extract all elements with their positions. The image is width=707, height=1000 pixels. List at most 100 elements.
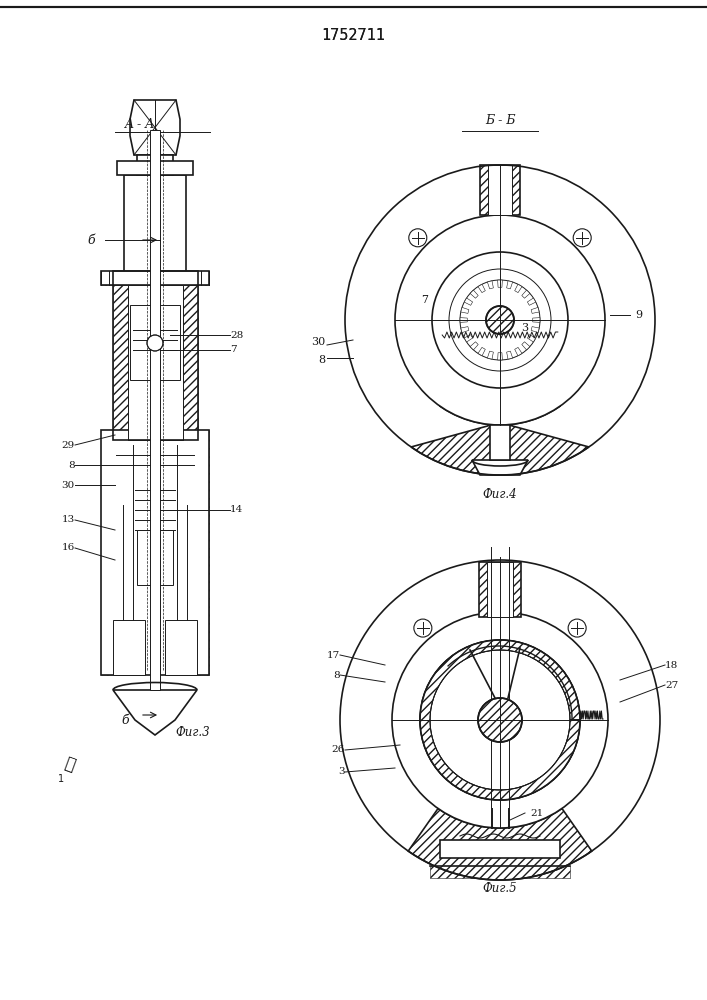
Bar xyxy=(113,620,145,675)
Polygon shape xyxy=(461,307,469,313)
Circle shape xyxy=(460,280,540,360)
Bar xyxy=(150,130,160,690)
Bar xyxy=(430,866,570,878)
Bar xyxy=(191,620,197,675)
Text: Фиг.5: Фиг.5 xyxy=(483,882,518,894)
Bar xyxy=(479,562,521,617)
Bar xyxy=(490,425,510,460)
Text: 17: 17 xyxy=(327,650,340,660)
Circle shape xyxy=(395,215,605,425)
Polygon shape xyxy=(515,284,522,293)
Text: Фиг.4: Фиг.4 xyxy=(483,488,518,502)
Bar xyxy=(487,562,513,617)
Polygon shape xyxy=(470,290,478,298)
Polygon shape xyxy=(522,342,530,350)
Bar xyxy=(101,271,119,285)
Text: 29: 29 xyxy=(62,440,75,450)
Text: 9: 9 xyxy=(635,310,642,320)
Bar xyxy=(130,305,142,340)
Text: 28: 28 xyxy=(230,330,243,340)
Bar xyxy=(112,285,127,440)
Polygon shape xyxy=(533,318,540,322)
Bar xyxy=(440,840,560,858)
Bar xyxy=(123,530,133,610)
Circle shape xyxy=(573,229,591,247)
Text: Б - Б: Б - Б xyxy=(485,113,515,126)
Circle shape xyxy=(147,335,163,351)
Bar xyxy=(480,165,520,215)
Text: A - A: A - A xyxy=(125,118,155,131)
Text: 8: 8 xyxy=(69,460,75,470)
Polygon shape xyxy=(507,281,513,289)
Polygon shape xyxy=(478,347,485,356)
Polygon shape xyxy=(527,335,536,342)
Bar xyxy=(137,530,173,585)
Bar xyxy=(147,335,163,351)
Circle shape xyxy=(420,640,580,800)
Bar xyxy=(177,530,187,610)
Polygon shape xyxy=(531,327,539,333)
Circle shape xyxy=(397,617,603,823)
Polygon shape xyxy=(464,298,472,305)
Circle shape xyxy=(568,619,586,637)
Bar xyxy=(490,425,510,460)
Bar xyxy=(165,620,197,675)
Bar xyxy=(137,155,173,175)
Bar xyxy=(488,165,512,215)
Polygon shape xyxy=(461,327,469,333)
Polygon shape xyxy=(478,284,485,293)
Bar xyxy=(101,430,116,675)
Bar xyxy=(127,285,182,440)
Circle shape xyxy=(409,229,427,247)
Text: 16: 16 xyxy=(62,544,75,552)
Text: 26: 26 xyxy=(332,746,345,754)
Polygon shape xyxy=(130,100,180,155)
Text: 1752711: 1752711 xyxy=(321,27,385,42)
Text: 30: 30 xyxy=(62,481,75,489)
Text: 1752711: 1752711 xyxy=(321,27,385,42)
Circle shape xyxy=(440,660,560,780)
Bar xyxy=(101,271,209,285)
Polygon shape xyxy=(498,353,503,360)
Text: Фиг.3: Фиг.3 xyxy=(175,726,209,738)
Bar xyxy=(124,175,186,280)
Polygon shape xyxy=(507,351,513,359)
Text: 27: 27 xyxy=(665,680,678,690)
Bar xyxy=(130,305,180,380)
Bar xyxy=(182,285,197,440)
Text: 𝑛: 𝑛 xyxy=(62,754,78,774)
Bar xyxy=(194,430,209,675)
Text: б: б xyxy=(121,714,129,726)
Circle shape xyxy=(430,650,570,790)
Text: 8: 8 xyxy=(318,355,325,365)
Circle shape xyxy=(432,252,568,388)
Polygon shape xyxy=(113,690,197,735)
Bar xyxy=(165,530,173,585)
Circle shape xyxy=(478,698,522,742)
Polygon shape xyxy=(470,342,478,350)
Bar xyxy=(191,271,209,285)
Text: 3: 3 xyxy=(522,323,529,333)
Polygon shape xyxy=(527,298,536,305)
Text: 7: 7 xyxy=(421,295,428,305)
Polygon shape xyxy=(498,280,503,287)
Polygon shape xyxy=(522,290,530,298)
Circle shape xyxy=(430,650,570,790)
Text: 18: 18 xyxy=(665,660,678,670)
Polygon shape xyxy=(515,347,522,356)
Bar xyxy=(113,620,119,675)
Polygon shape xyxy=(487,281,493,289)
Text: 7: 7 xyxy=(230,346,237,355)
Polygon shape xyxy=(464,335,472,342)
Polygon shape xyxy=(420,640,580,800)
Circle shape xyxy=(486,306,514,334)
Text: 8: 8 xyxy=(334,670,340,680)
Circle shape xyxy=(449,269,551,371)
Text: 13: 13 xyxy=(62,516,75,524)
Circle shape xyxy=(392,612,608,828)
Polygon shape xyxy=(531,307,539,313)
Polygon shape xyxy=(472,460,528,475)
Circle shape xyxy=(414,619,432,637)
Polygon shape xyxy=(411,406,589,475)
Bar xyxy=(168,305,180,340)
